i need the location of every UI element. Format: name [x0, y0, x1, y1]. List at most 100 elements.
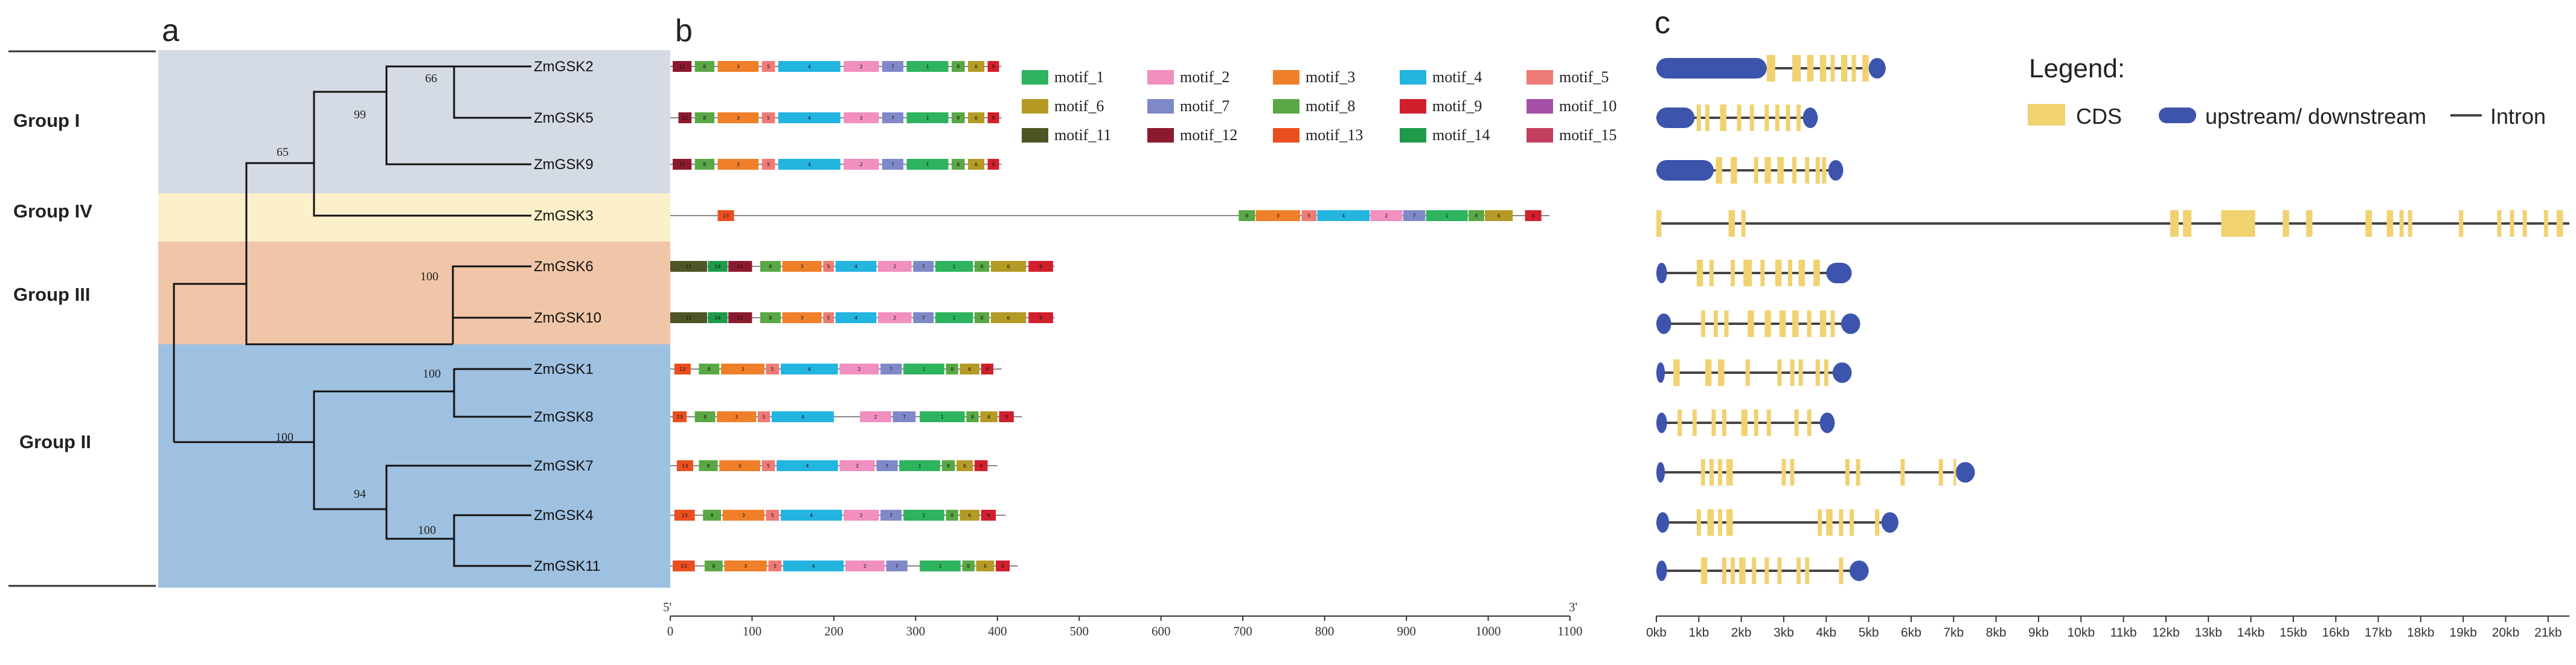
motif-box: [980, 411, 998, 422]
motif-box: [676, 460, 693, 471]
motif-number: 9: [985, 367, 988, 372]
motif-box: [913, 312, 934, 323]
cds-block: [1819, 310, 1827, 337]
motif-box: [717, 61, 759, 72]
motif-box: [892, 411, 916, 422]
motif-number: 8: [956, 162, 960, 167]
motif-number: 8: [1475, 213, 1478, 219]
motif-number: 1: [952, 264, 955, 269]
cds-block: [1856, 459, 1860, 486]
gene-axis-tick-label: 4kb: [1816, 626, 1836, 640]
cds-block: [1700, 310, 1705, 337]
motif-legend-label: motif_15: [1559, 126, 1616, 144]
motif-box: [920, 561, 961, 571]
cds-block: [1764, 310, 1771, 337]
group-bands: [158, 50, 670, 588]
group-label-iv: Group IV: [13, 201, 92, 222]
motif-number: 5: [774, 564, 777, 569]
motif-box: [987, 112, 999, 123]
motif-box: [906, 112, 949, 123]
motif-box: [780, 510, 842, 521]
utr-block: [1832, 362, 1852, 383]
motif-number: 5: [827, 315, 830, 321]
motif-box: [783, 561, 844, 571]
cds-block: [1786, 104, 1790, 131]
motif-number: 7: [891, 115, 894, 121]
group-band-iv: [158, 193, 670, 242]
motif-box: [728, 312, 752, 323]
motif-box: [1301, 210, 1317, 221]
leaf-label: ZmGSK1: [534, 361, 594, 377]
motif-number: 12: [679, 64, 685, 69]
motif-number: 3: [737, 115, 740, 121]
axis-tick-label: 700: [1233, 624, 1252, 638]
cds-block: [1705, 359, 1712, 386]
utr-block: [1868, 58, 1886, 79]
motif-box: [845, 561, 885, 571]
cds-block: [1752, 557, 1757, 584]
motif-box: [935, 312, 973, 323]
motif-box: [987, 159, 999, 170]
cds-block: [1777, 557, 1782, 584]
axis-five-prime: 5': [663, 600, 671, 614]
motif-box: [913, 261, 934, 272]
motif-number: 12: [737, 315, 743, 321]
motif-number: 1: [918, 463, 921, 469]
cds-block: [1839, 557, 1844, 584]
motif-number: 2: [860, 513, 863, 518]
motif-box: [694, 159, 715, 170]
motif-box: [882, 159, 904, 170]
gene-axis-tick-label: 7kb: [1943, 626, 1964, 640]
motif-number: 6: [984, 564, 987, 569]
motif-box: [1370, 210, 1403, 221]
cds-block: [1731, 260, 1735, 286]
motif-box: [703, 510, 721, 521]
cds-block: [1700, 459, 1705, 486]
motif-box: [1255, 210, 1300, 221]
cds-block: [1841, 55, 1848, 82]
motif-legend-label: motif_1: [1054, 68, 1104, 86]
cds-block: [1709, 459, 1714, 486]
motif-number: 1: [926, 115, 929, 121]
motif-number: 6: [975, 162, 978, 167]
cds-block: [2543, 210, 2548, 237]
motif-box: [876, 460, 898, 471]
cds-block: [1711, 410, 1716, 436]
cds-block: [1953, 459, 1956, 486]
motif-number: 2: [1385, 213, 1388, 219]
motif-number: 8: [950, 513, 953, 518]
cds-block: [1741, 210, 1746, 237]
motif-number: 7: [922, 315, 925, 321]
cds-block: [1798, 260, 1805, 286]
utr-block: [1955, 462, 1975, 483]
motif-number: 4: [1342, 213, 1345, 219]
leaf-label: ZmGSK7: [534, 458, 594, 474]
utr-swatch: [2159, 108, 2196, 123]
cds-block: [1794, 410, 1799, 436]
motif-box: [903, 510, 944, 521]
leaf-label: ZmGSK10: [534, 310, 601, 326]
motif-number: 3: [741, 367, 744, 372]
motif-number: 6: [1498, 213, 1501, 219]
motif-swatch: [1022, 70, 1048, 85]
axis-tick-label: 200: [824, 624, 844, 638]
motif-swatch: [1022, 99, 1048, 114]
cds-block: [1677, 410, 1682, 436]
utr-label: upstream/ downstream: [2205, 104, 2426, 129]
phylogenetic-tree: [173, 65, 531, 567]
motif-box: [1238, 210, 1255, 221]
motif-number: 2: [893, 315, 896, 321]
motif-number: 4: [808, 64, 811, 69]
motif-number: 6: [975, 64, 978, 69]
motif-number: 9: [987, 513, 990, 518]
motif-box: [673, 61, 692, 72]
axis-three-prime: 3': [1569, 600, 1577, 614]
motif-number: 1: [922, 513, 925, 518]
motif-number: 11: [685, 315, 691, 321]
motif-number: 4: [808, 162, 811, 167]
utr-block: [1819, 413, 1835, 433]
motif-box: [699, 460, 718, 471]
motif-box: [835, 261, 877, 272]
tree-branch: [453, 514, 531, 539]
motif-number: 4: [810, 513, 813, 518]
